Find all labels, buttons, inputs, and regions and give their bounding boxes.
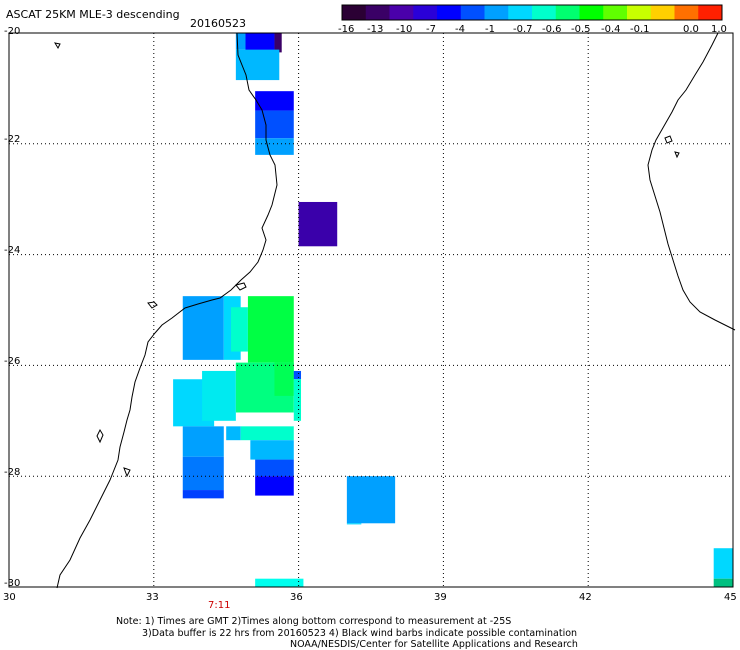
colorbar-swatch	[413, 5, 438, 20]
wind-cell	[235, 33, 246, 50]
colorbar-label: -10	[396, 24, 413, 35]
colorbar-swatch	[342, 5, 367, 20]
colorbar-swatch	[437, 5, 462, 20]
wind-cell	[182, 426, 224, 457]
time-label: 7:11	[208, 600, 231, 611]
lon-label: 42	[579, 592, 592, 603]
wind-cell	[346, 523, 362, 525]
lon-label: 36	[290, 592, 303, 603]
colorbar-swatch	[579, 5, 604, 20]
date-label: 20160523	[190, 17, 246, 30]
colorbar-label: -13	[367, 24, 384, 35]
lat-label: -30	[4, 578, 21, 589]
colorbar-swatch	[532, 5, 557, 20]
wind-cell	[250, 440, 294, 460]
colorbar-label: -0.4	[601, 24, 621, 35]
lat-label: -20	[4, 26, 21, 37]
colorbar-label: -0.7	[513, 24, 533, 35]
colorbar-label: -0.6	[542, 24, 562, 35]
colorbar	[341, 4, 723, 21]
coastline-africa	[53, 32, 278, 589]
lon-label: 45	[724, 592, 737, 603]
wind-cell	[226, 426, 241, 441]
colorbar-label: -7	[426, 24, 436, 35]
wind-cell	[245, 33, 275, 53]
wind-cell	[255, 91, 294, 111]
colorbar-label: -16	[338, 24, 355, 35]
wind-cell	[240, 426, 294, 441]
wind-cell	[298, 201, 338, 247]
colorbar-swatch	[484, 5, 509, 20]
lat-lon-grid	[9, 33, 733, 587]
wind-cell	[182, 456, 224, 491]
wind-cell	[235, 49, 280, 81]
colorbar-swatch	[508, 5, 533, 20]
wind-cell	[255, 476, 294, 496]
colorbar-label: 1.0	[711, 24, 727, 35]
colorbar-label: -4	[455, 24, 465, 35]
wind-cell	[713, 578, 733, 587]
colorbar-swatch	[603, 5, 628, 20]
wind-cell	[346, 476, 396, 524]
wind-cell	[274, 362, 294, 396]
colorbar-label: -1	[485, 24, 495, 35]
wind-cell	[713, 548, 733, 579]
colorbar-swatch	[555, 5, 580, 20]
colorbar-swatch	[698, 5, 723, 20]
lon-label: 39	[434, 592, 447, 603]
wind-cell	[293, 370, 302, 380]
coastline-madagascar	[647, 32, 736, 331]
colorbar-swatches	[342, 5, 723, 20]
colorbar-swatch	[365, 5, 390, 20]
wind-cell	[202, 370, 236, 421]
note-line-2: 3)Data buffer is 22 hrs from 20160523 4)…	[142, 628, 578, 639]
note-line-3: NOAA/NESDIS/Center for Satellite Applica…	[290, 639, 578, 650]
map-frame	[8, 32, 734, 588]
lon-label: 30	[3, 592, 16, 603]
wind-cells	[173, 33, 733, 587]
wind-cell	[293, 379, 302, 421]
lon-label: 33	[146, 592, 159, 603]
colorbar-swatch	[389, 5, 414, 20]
colorbar-swatch	[460, 5, 485, 20]
note-line-1: Note: 1) Times are GMT 2)Times along bot…	[116, 616, 512, 627]
colorbar-swatch	[627, 5, 652, 20]
wind-cell	[255, 138, 294, 155]
colorbar-swatch	[674, 5, 699, 20]
lat-label: -22	[4, 134, 21, 145]
wind-cell	[255, 578, 304, 587]
wind-cell	[231, 307, 248, 352]
lat-label: -26	[4, 356, 21, 367]
colorbar-frame	[341, 4, 723, 21]
wind-cell	[255, 459, 294, 477]
wind-cell	[182, 490, 224, 499]
chart-title: ASCAT 25KM MLE-3 descending	[6, 8, 180, 21]
wind-cell	[274, 33, 282, 53]
colorbar-label: -0.5	[571, 24, 591, 35]
wind-cell	[255, 110, 294, 139]
colorbar-swatch	[650, 5, 675, 20]
wind-cell	[182, 296, 224, 360]
lat-label: -28	[4, 467, 21, 478]
lat-label: -24	[4, 245, 21, 256]
wind-cell	[247, 296, 294, 363]
colorbar-label: 0.0	[683, 24, 699, 35]
colorbar-label: -0.1	[630, 24, 650, 35]
